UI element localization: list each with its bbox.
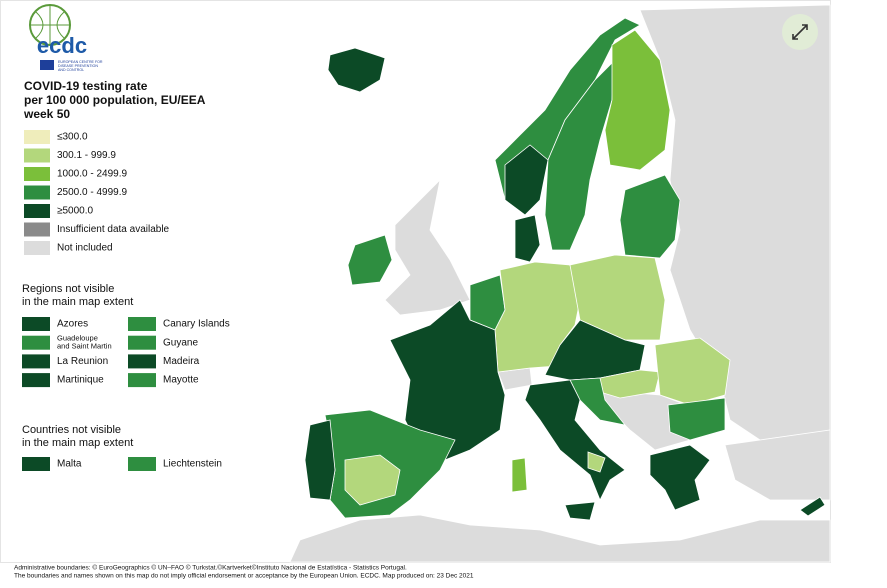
- legend-swatch: [24, 204, 50, 218]
- logo-subtitle: DISEASE PREVENTION: [58, 64, 98, 68]
- section-title: in the main map extent: [22, 296, 133, 308]
- region-swatch: [22, 317, 50, 331]
- logo-subtitle: AND CONTROL: [58, 68, 84, 72]
- iceland: [327, 47, 386, 93]
- region-label: Malta: [57, 459, 82, 470]
- legend-swatch: [24, 222, 50, 237]
- legend-title: per 100 000 population, EU/EEA: [24, 93, 206, 107]
- romania: [654, 337, 731, 406]
- sicily: [564, 501, 596, 521]
- region-swatch: [128, 457, 156, 471]
- region-label: Guadeloupe: [57, 334, 98, 343]
- land-turkey: [724, 429, 831, 501]
- italy-region: [587, 451, 606, 473]
- logo-grid: [30, 5, 70, 45]
- land-africa: [289, 514, 831, 563]
- legend-label: Insufficient data available: [57, 224, 170, 235]
- legend-swatch: [24, 130, 50, 144]
- greece: [649, 444, 711, 511]
- logo-name: ecdc: [37, 33, 87, 58]
- logo: ecdc: [29, 4, 87, 70]
- region-swatch: [128, 335, 156, 350]
- region-swatch: [128, 373, 156, 388]
- portugal: [304, 419, 336, 501]
- legend-label: ≤300.0: [57, 132, 88, 143]
- baltics: [619, 174, 681, 259]
- region-swatch: [128, 354, 156, 369]
- region-label: Azores: [57, 319, 88, 330]
- region-swatch: [22, 354, 50, 369]
- region-label: and Saint Martin: [57, 342, 112, 351]
- region-label: Martinique: [57, 375, 104, 386]
- footer-text: Administrative boundaries: © EuroGeograp…: [14, 564, 407, 572]
- region-label: Guyane: [163, 337, 198, 348]
- section-title: Regions not visible: [22, 283, 114, 295]
- ireland: [347, 234, 393, 286]
- legend-swatch: [24, 185, 50, 200]
- section-title: in the main map extent: [22, 437, 133, 449]
- region-swatch: [22, 457, 50, 471]
- eu-flag: [40, 60, 54, 70]
- sardinia: [511, 457, 528, 493]
- bulgaria: [667, 397, 726, 441]
- region-label: La Reunion: [57, 356, 108, 367]
- fullscreen-icon[interactable]: [792, 24, 808, 40]
- region-label: Liechtenstein: [163, 459, 222, 470]
- region-label: Canary Islands: [163, 319, 230, 330]
- denmark: [514, 214, 541, 263]
- legend-label: 300.1 - 999.9: [57, 150, 116, 161]
- legend-title: week 50: [23, 107, 70, 121]
- footer-text: The boundaries and names shown on this m…: [14, 573, 474, 580]
- region-swatch: [128, 317, 156, 331]
- legend-title: COVID-19 testing rate: [24, 79, 148, 93]
- legend-label: ≥5000.0: [57, 206, 94, 217]
- cyprus: [799, 496, 826, 517]
- section-title: Countries not visible: [22, 424, 121, 436]
- region-label: Mayotte: [163, 375, 199, 386]
- region-label: Madeira: [163, 356, 200, 367]
- fullscreen-button[interactable]: [782, 14, 818, 50]
- legend-label: Not included: [57, 243, 113, 254]
- legend-label: 1000.0 - 2499.9: [57, 169, 127, 180]
- legend-swatch: [24, 148, 50, 163]
- map: [289, 4, 831, 563]
- norway-south: [504, 144, 549, 216]
- legend-swatch: [24, 167, 50, 181]
- legend-swatch: [24, 241, 50, 255]
- region-swatch: [22, 373, 50, 388]
- region-swatch: [22, 335, 50, 350]
- finland: [604, 29, 671, 171]
- spain-center: [344, 454, 401, 506]
- legend-label: 2500.0 - 4999.9: [57, 187, 127, 198]
- logo-subtitle: EUROPEAN CENTRE FOR: [58, 60, 103, 64]
